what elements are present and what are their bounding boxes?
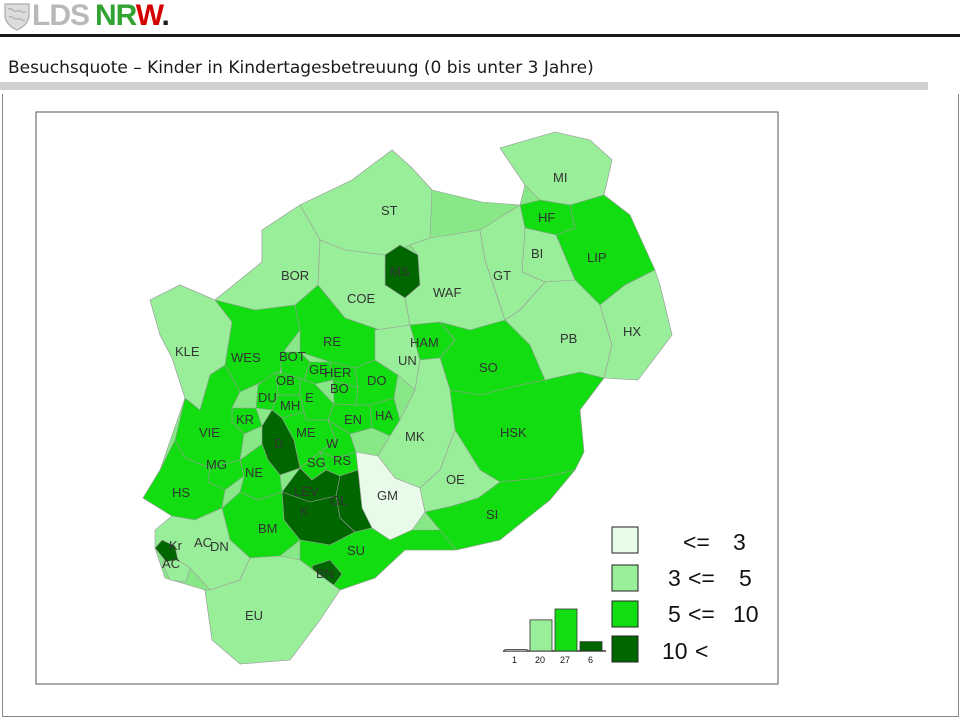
label-HAM: HAM	[410, 335, 439, 350]
page-title: Besuchsquote – Kinder in Kindertagesbetr…	[8, 58, 594, 78]
label-BO: BO	[330, 381, 349, 396]
region-AC	[161, 559, 191, 583]
legend-value-1: 3	[733, 529, 746, 555]
histogram-bar-2	[529, 619, 553, 652]
label-EU: EU	[245, 608, 263, 623]
label-KLE: KLE	[175, 344, 200, 359]
label-HSK: HSK	[500, 425, 527, 440]
label-SU: SU	[347, 543, 365, 558]
label-DO: DO	[367, 373, 387, 388]
label-HER: HER	[324, 365, 351, 380]
label-LIP: LIP	[587, 250, 607, 265]
legend-swatch-3	[611, 600, 639, 628]
label-ME: ME	[296, 425, 316, 440]
label-MK: MK	[405, 429, 425, 444]
region-GE	[303, 361, 334, 385]
label-E: E	[305, 390, 314, 405]
label-SI: SI	[486, 507, 498, 522]
header-rule	[0, 34, 960, 37]
label-BM: BM	[258, 521, 278, 536]
label-K: K	[300, 504, 309, 519]
label-PB: PB	[560, 331, 577, 346]
logo-lds-text: LDS	[32, 0, 90, 32]
label-Kr: Kr	[169, 538, 183, 553]
label-HF: HF	[538, 210, 555, 225]
label-HX: HX	[623, 324, 641, 339]
label-BI: BI	[531, 246, 543, 261]
legend-value-3: 10	[733, 601, 759, 627]
nrw-coat-of-arms-icon	[4, 3, 30, 31]
logo-nr-text: NR	[95, 0, 137, 32]
label-VIE: VIE	[199, 425, 220, 440]
legend-op-2: <=	[688, 565, 715, 591]
histogram-label-3: 27	[560, 655, 570, 665]
label-AC: AC	[194, 535, 212, 550]
label-GM: GM	[377, 488, 398, 503]
label-MS: MS	[390, 264, 410, 279]
label-HS: HS	[172, 485, 190, 500]
label-BOR: BOR	[281, 268, 309, 283]
histogram-label-4: 6	[588, 655, 593, 665]
legend-swatch-2	[611, 564, 639, 592]
region-labels: MI HF LIP BI ST MS BOR COE WAF GT PB HX …	[162, 170, 641, 623]
logo-w-text: W	[135, 0, 163, 32]
label-MG: MG	[206, 457, 227, 472]
legend-swatch-1	[611, 526, 639, 554]
label-W: W	[326, 436, 339, 451]
label-AC-city: AC	[162, 556, 180, 571]
legend-swatch-4	[611, 635, 639, 663]
histogram-label-2: 20	[535, 655, 545, 665]
histogram: 1 20 27 6	[503, 608, 606, 665]
region-WES	[214, 299, 301, 393]
logo-nrw-text: NRW.	[95, 0, 170, 32]
histogram-bar-1	[504, 649, 528, 652]
label-RS: RS	[333, 453, 351, 468]
legend-value-2: 5	[739, 565, 752, 591]
label-GL: GL	[330, 493, 347, 508]
label-DN: DN	[210, 539, 229, 554]
lds-nrw-logo: LDS NRW.	[2, 0, 170, 32]
label-SG: SG	[307, 455, 326, 470]
outer-frame	[2, 94, 959, 717]
label-BN: BN	[316, 566, 334, 581]
label-WES: WES	[231, 350, 261, 365]
histogram-label-1: 1	[512, 655, 517, 665]
label-ST: ST	[381, 203, 398, 218]
logo-dot-text: .	[161, 0, 169, 32]
district-polygons	[142, 131, 673, 665]
legend-op-1: <=	[683, 529, 710, 555]
legend-from-4: 10	[662, 638, 688, 664]
label-NE: NE	[245, 465, 263, 480]
label-LEV: LEV	[294, 484, 319, 499]
region-EU	[204, 555, 341, 665]
label-D: D	[274, 436, 283, 451]
label-COE: COE	[347, 291, 376, 306]
title-underline-bar	[0, 82, 928, 90]
label-WAF: WAF	[433, 285, 461, 300]
legend-op-3: <=	[688, 601, 715, 627]
legend-from-2: 3	[668, 565, 681, 591]
label-EN: EN	[344, 412, 362, 427]
label-DU: DU	[258, 390, 277, 405]
label-MI: MI	[553, 170, 567, 185]
label-OE: OE	[446, 472, 465, 487]
label-GT: GT	[493, 268, 511, 283]
histogram-bar-3	[554, 608, 578, 652]
region-HX	[599, 269, 673, 381]
label-SO: SO	[479, 360, 498, 375]
label-GE: GE	[309, 362, 328, 377]
legend-op-4: <	[695, 638, 708, 664]
label-HA: HA	[375, 408, 393, 423]
histogram-bar-4	[579, 641, 603, 652]
legend: <= 3 3 <= 5 5 <= 10 10 <	[611, 526, 759, 664]
legend-from-3: 5	[668, 601, 681, 627]
label-OB: OB	[276, 373, 295, 388]
label-RE: RE	[323, 334, 341, 349]
label-BOT: BOT	[279, 349, 306, 364]
label-UN: UN	[398, 353, 417, 368]
label-KR: KR	[236, 412, 254, 427]
label-MH: MH	[280, 398, 300, 413]
region-DN	[154, 507, 251, 591]
